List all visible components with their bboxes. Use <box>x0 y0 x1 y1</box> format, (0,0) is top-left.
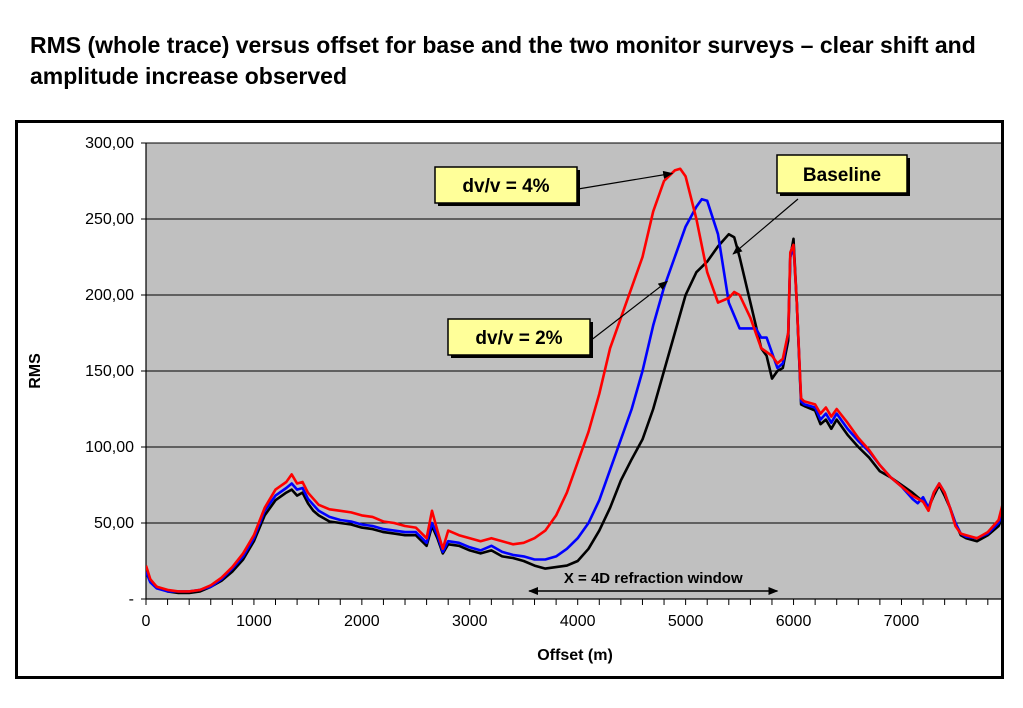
chart-frame: - 50,00 100,00 150,00 200,00 250,00 300,00 0 100… <box>15 120 1004 679</box>
callout-baseline-box <box>776 154 908 194</box>
y-tick-label: - <box>129 591 134 608</box>
refraction-window-label: X = 4D refraction window <box>564 570 743 587</box>
callout-2pct-box <box>447 318 591 356</box>
callout-4pct-label: dv/v = 4% <box>462 176 549 197</box>
callout-4pct-box <box>434 166 578 204</box>
x-axis-label: Offset (m) <box>537 647 613 664</box>
rms-offset-chart: - 50,00 100,00 150,00 200,00 250,00 300,00 0 100… <box>27 135 1001 664</box>
y-tick-label: 50,00 <box>94 515 134 532</box>
arrow-2pct <box>589 280 669 342</box>
series-line-baseline <box>146 232 1001 595</box>
y-tick-label: 250,00 <box>85 211 134 228</box>
x-tick-label: 6000 <box>776 613 812 630</box>
x-tick-label: 3000 <box>452 613 488 630</box>
x-tick-label: 0 <box>142 613 151 630</box>
series-line-dv-v-4 <box>146 167 1001 593</box>
callout-2pct-label: dv/v = 2% <box>475 328 562 349</box>
callout-baseline-label: Baseline <box>803 165 881 186</box>
y-tick-label: 100,00 <box>85 439 134 456</box>
y-tick-label: 300,00 <box>85 135 134 152</box>
x-tick-label: 2000 <box>344 613 380 630</box>
chart-title: RMS (whole trace) versus offset for base… <box>30 32 976 89</box>
x-tick-label: 7000 <box>884 613 920 630</box>
x-tick-label: 1000 <box>236 613 272 630</box>
x-tick-label: 5000 <box>668 613 704 630</box>
x-tick-label: 4000 <box>560 613 596 630</box>
y-tick-label: 200,00 <box>85 287 134 304</box>
y-axis-label: RMS <box>27 353 44 389</box>
arrow-baseline <box>732 198 799 255</box>
arrow-4pct <box>577 170 674 190</box>
y-tick-label: 150,00 <box>85 363 134 380</box>
